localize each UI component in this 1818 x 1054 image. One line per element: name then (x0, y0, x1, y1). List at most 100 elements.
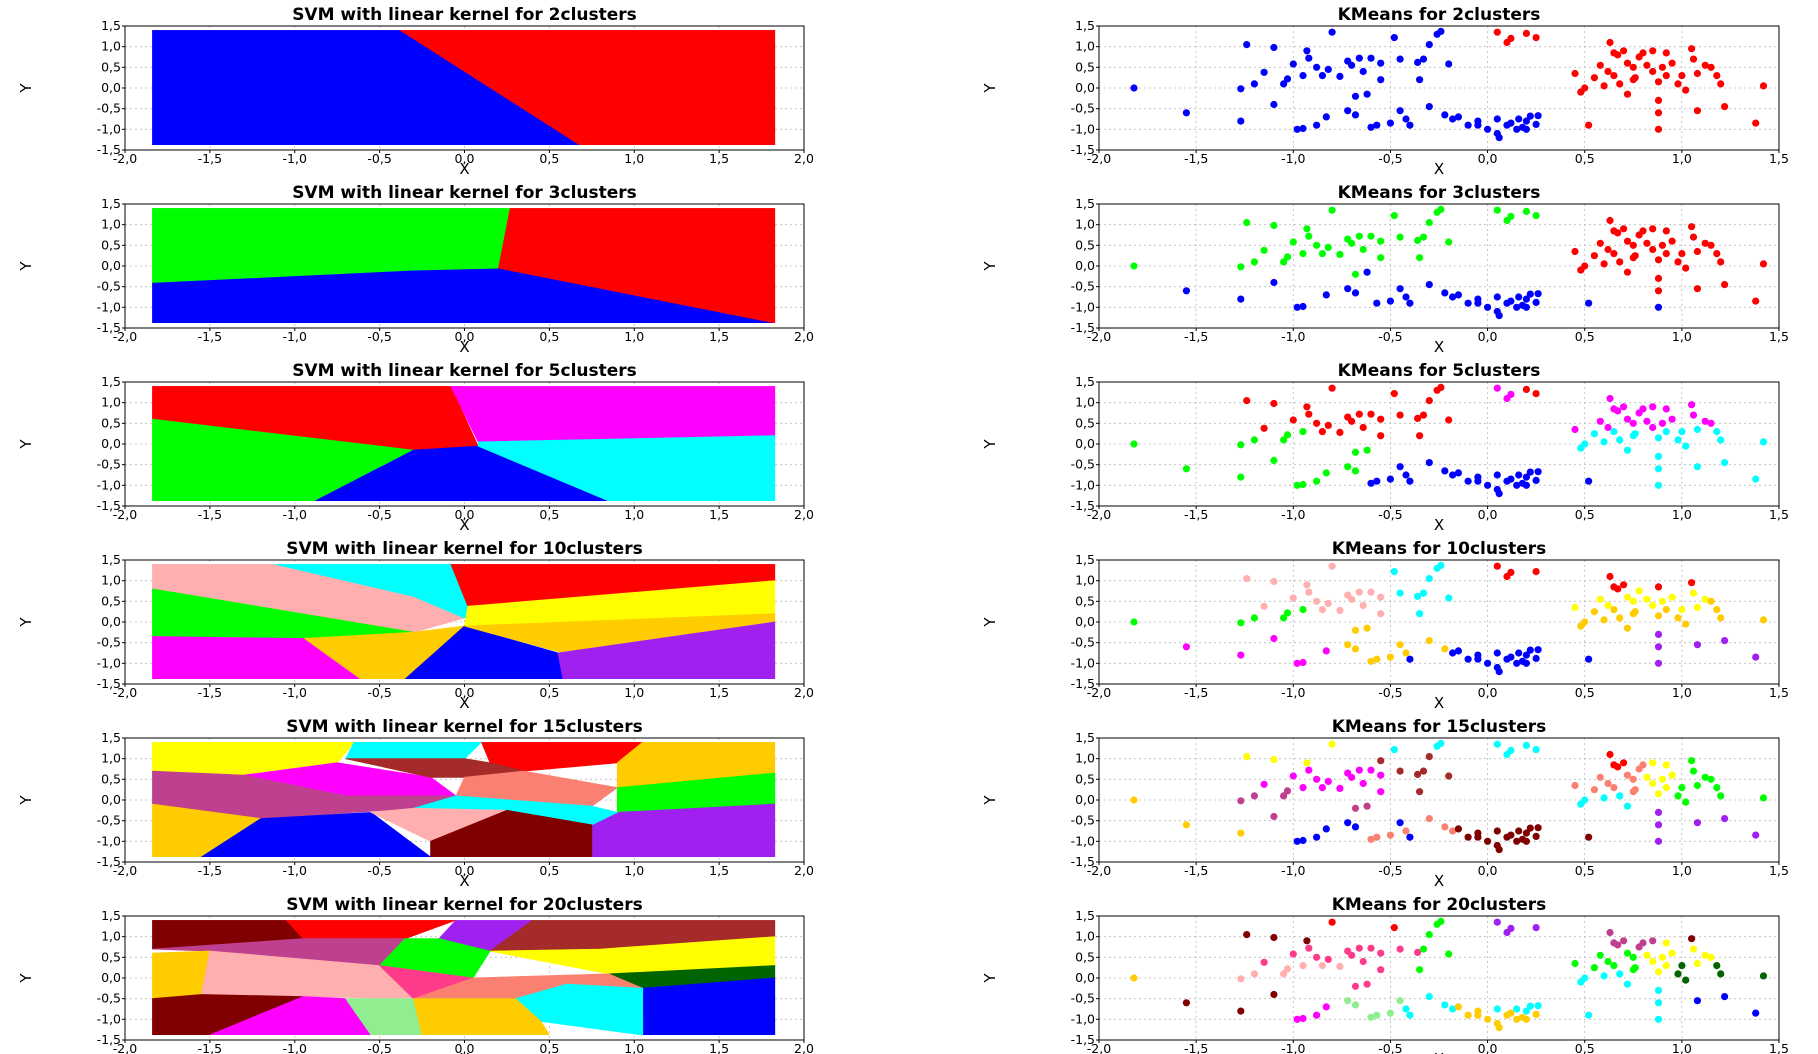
point-blue (1416, 76, 1424, 84)
point-cyan (1623, 802, 1632, 810)
y-tick-label: -1,5 (1071, 854, 1095, 869)
point-blue (1464, 299, 1472, 307)
point-blue (1484, 303, 1492, 311)
point-red (1693, 285, 1701, 293)
point-blue (1377, 59, 1385, 67)
point-red (1688, 223, 1696, 231)
x-tick-label: 0,5 (539, 507, 559, 522)
point-gold (1759, 616, 1768, 624)
point-red (1701, 61, 1709, 69)
y-axis-label: Y (17, 83, 35, 94)
x-axis-label: X (459, 694, 469, 712)
point-pink (1313, 597, 1321, 605)
point-blue (1513, 303, 1521, 311)
point-green (1351, 270, 1360, 278)
x-axis-label: X (1434, 694, 1444, 712)
point-blue (1351, 111, 1360, 119)
point-gold (1182, 821, 1190, 829)
point-blue (1313, 63, 1321, 71)
point-green (1425, 931, 1433, 939)
point-red (1419, 411, 1428, 419)
point-cyan (1581, 974, 1589, 982)
x-tick-label: -0,5 (367, 863, 391, 878)
x-tick-label: -1,0 (283, 685, 307, 700)
point-red (1629, 63, 1637, 71)
point-blue (1373, 477, 1381, 485)
point-blue (1406, 299, 1414, 307)
point-red (1707, 241, 1715, 249)
point-lightgreen (1344, 997, 1352, 1005)
decision-regions (152, 920, 776, 1036)
point-red (1616, 258, 1624, 266)
point-yellow (1654, 790, 1663, 798)
y-tick-label: -0,5 (97, 279, 121, 294)
point-cyan (1390, 746, 1398, 754)
point-yellow (1643, 595, 1651, 603)
point-blue (1250, 80, 1258, 88)
point-pink (1303, 581, 1311, 589)
point-purple (1752, 653, 1760, 661)
point-red (1260, 424, 1268, 432)
point-magenta (1614, 407, 1622, 415)
x-tick-label: -0,5 (367, 685, 391, 700)
y-tick-label: 1,5 (1075, 374, 1095, 389)
point-blue (1503, 655, 1511, 663)
point-cyan (1759, 438, 1768, 446)
point-blue (1503, 121, 1511, 129)
point-red (1649, 225, 1657, 233)
point-cyan (1493, 1005, 1501, 1013)
x-tick-label: 1,0 (1672, 507, 1692, 522)
point-red (1717, 80, 1725, 88)
point-yellow (1243, 753, 1251, 761)
point-blue (1344, 107, 1352, 115)
point-blue (1299, 124, 1307, 133)
y-tick-label: 1,5 (1075, 908, 1095, 923)
point-red (1643, 61, 1651, 69)
point-red (1654, 256, 1663, 264)
y-tick-label: 0,0 (1075, 258, 1095, 273)
x-tick-label: -1,5 (1184, 685, 1208, 700)
point-purple (1721, 815, 1729, 823)
y-tick-label: 0,0 (1075, 436, 1095, 451)
x-tick-label: -1,5 (1184, 863, 1208, 878)
x-tick-label: -2,0 (113, 507, 137, 522)
point-green (1283, 431, 1292, 439)
point-red (1581, 84, 1589, 92)
point-green (1250, 436, 1258, 444)
point-red (1289, 416, 1297, 424)
point-green (1396, 233, 1404, 241)
point-green (1328, 206, 1336, 214)
point-magenta (1493, 384, 1501, 392)
point-blue (1518, 301, 1527, 309)
point-salmon (1629, 775, 1637, 783)
region-cyan (477, 435, 776, 502)
point-blue (1513, 125, 1521, 133)
point-green (1425, 219, 1433, 227)
x-tick-label: -1,5 (198, 863, 222, 878)
point-blue (1532, 654, 1540, 663)
x-tick-label: 0,0 (455, 151, 475, 166)
point-cyan (1445, 594, 1453, 602)
point-blue (1441, 467, 1449, 475)
y-tick-label: 1,0 (101, 751, 121, 766)
point-purple (1654, 837, 1663, 845)
x-tick-label: -1,0 (283, 863, 307, 878)
y-tick-label: 0,0 (1075, 80, 1095, 95)
point-red (1355, 410, 1363, 418)
point-cyan (1616, 970, 1624, 978)
point-orchid (1250, 792, 1258, 800)
point-yellow (1662, 962, 1670, 970)
point-lightgreen (1351, 1001, 1360, 1009)
y-tick-label: 1,0 (101, 573, 121, 588)
chart-title: KMeans for 3clusters (1338, 183, 1541, 203)
point-gold (1616, 614, 1624, 622)
x-tick-label: -2,0 (113, 1041, 137, 1054)
point-blue (1513, 659, 1521, 667)
point-blue (1534, 112, 1542, 120)
x-tick-label: 1,5 (1769, 151, 1789, 166)
point-maroon (1237, 1007, 1245, 1015)
point-blue (1406, 655, 1414, 663)
point-salmon (1610, 784, 1618, 792)
x-tick-label: 1,5 (1769, 507, 1789, 522)
point-orchid (1606, 928, 1614, 937)
